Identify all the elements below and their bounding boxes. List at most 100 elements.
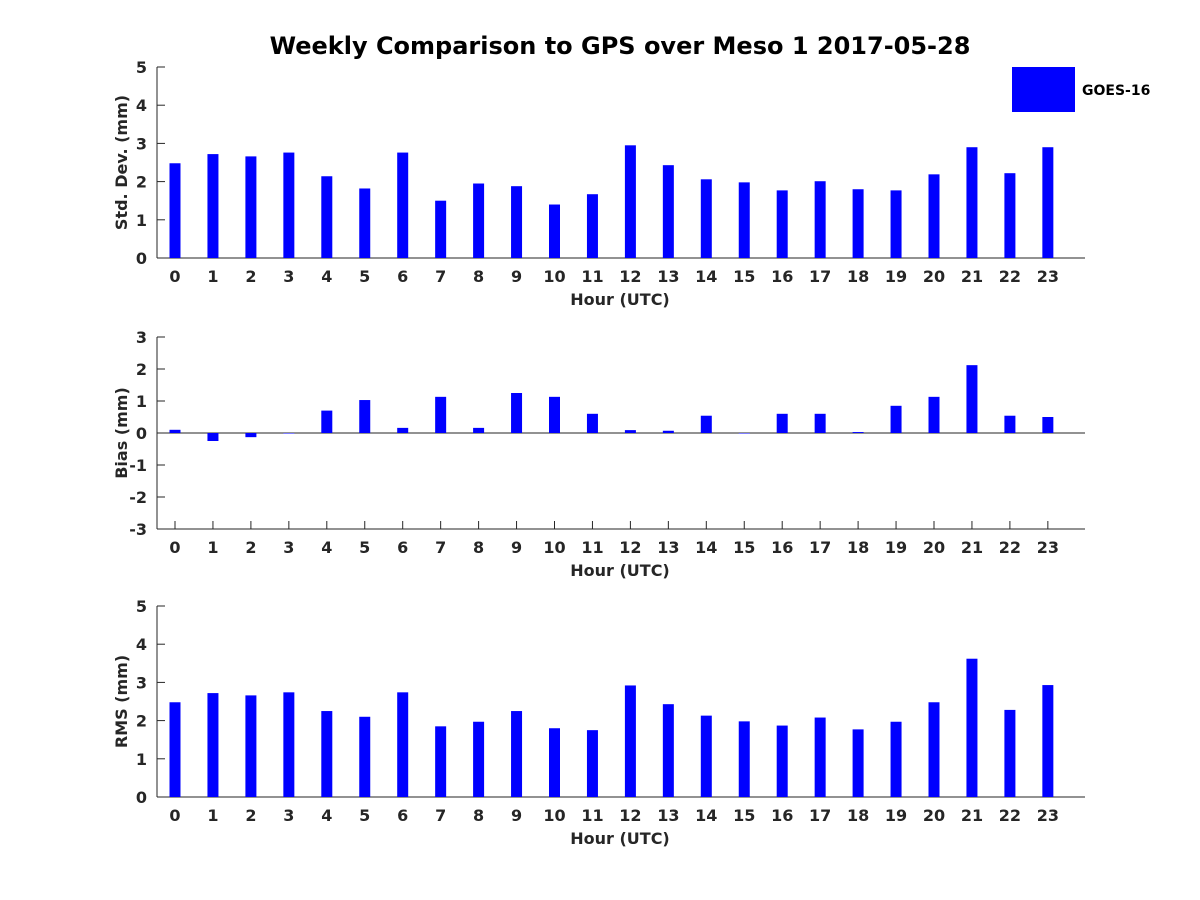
y-tick-label: 5 <box>136 597 147 616</box>
bar-rms-hour-14 <box>700 715 712 797</box>
bar-std-dev-hour-7 <box>435 200 447 258</box>
x-tick-label: 8 <box>473 538 484 557</box>
x-axis-label: Hour (UTC) <box>570 829 670 848</box>
y-tick-label: 5 <box>136 58 147 77</box>
x-tick-label: 2 <box>245 806 256 825</box>
y-tick-label: 1 <box>136 392 147 411</box>
x-tick-label: 22 <box>999 538 1021 557</box>
y-tick-label: 0 <box>136 249 147 268</box>
bar-std-dev-hour-0 <box>169 163 181 258</box>
bar-rms-hour-18 <box>852 729 864 797</box>
x-tick-label: 9 <box>511 267 522 286</box>
x-tick-label: 9 <box>511 806 522 825</box>
legend: GOES-16 <box>1012 67 1150 112</box>
chart-title: Weekly Comparison to GPS over Meso 1 201… <box>270 32 971 60</box>
bar-std-dev-hour-17 <box>814 181 826 258</box>
x-tick-label: 10 <box>543 267 565 286</box>
bar-bias-hour-10 <box>549 396 560 433</box>
x-tick-label: 18 <box>847 538 869 557</box>
bar-std-dev-hour-3 <box>283 152 295 258</box>
x-tick-label: 18 <box>847 267 869 286</box>
bar-rms-hour-19 <box>890 721 902 797</box>
x-tick-label: 16 <box>771 538 793 557</box>
x-tick-label: 22 <box>999 806 1021 825</box>
bar-bias-hour-6 <box>397 427 409 433</box>
bar-rms-hour-7 <box>435 726 447 797</box>
x-tick-label: 8 <box>473 267 484 286</box>
bar-rms-hour-0 <box>169 702 181 797</box>
bar-bias-hour-1 <box>207 433 219 441</box>
x-tick-label: 1 <box>207 538 218 557</box>
y-tick-label: -2 <box>129 488 147 507</box>
bar-rms-hour-22 <box>1004 709 1016 797</box>
x-tick-label: 1 <box>207 267 218 286</box>
x-tick-label: 0 <box>169 538 180 557</box>
x-tick-label: 12 <box>619 538 641 557</box>
y-tick-label: 4 <box>136 635 147 654</box>
bar-rms-hour-1 <box>207 693 219 797</box>
x-tick-label: 14 <box>695 267 717 286</box>
bar-bias-hour-14 <box>700 415 712 433</box>
bar-rms-hour-4 <box>321 711 333 797</box>
bar-rms-hour-15 <box>738 721 750 797</box>
bar-std-dev-hour-13 <box>662 165 674 258</box>
y-tick-label: -3 <box>129 520 147 539</box>
bar-rms-hour-8 <box>473 721 485 797</box>
bar-rms-hour-23 <box>1042 685 1054 797</box>
x-tick-label: 6 <box>397 267 408 286</box>
x-tick-label: 4 <box>321 538 332 557</box>
x-tick-label: 10 <box>543 806 565 825</box>
bar-std-dev-hour-21 <box>966 147 978 258</box>
x-tick-label: 13 <box>657 806 679 825</box>
x-tick-label: 17 <box>809 538 831 557</box>
bar-std-dev-hour-19 <box>890 190 902 258</box>
bar-std-dev-hour-16 <box>776 190 788 258</box>
x-tick-label: 9 <box>511 538 522 557</box>
bar-rms-hour-16 <box>776 725 788 797</box>
x-tick-label: 20 <box>923 538 945 557</box>
bar-std-dev-hour-1 <box>207 154 219 258</box>
legend-label-goes16: GOES-16 <box>1082 83 1150 99</box>
bar-bias-hour-12 <box>624 430 636 433</box>
x-tick-label: 21 <box>961 806 983 825</box>
bar-rms-hour-2 <box>245 695 257 797</box>
x-tick-label: 21 <box>961 538 983 557</box>
bar-bias-hour-18 <box>852 432 864 433</box>
x-tick-label: 12 <box>619 267 641 286</box>
bar-bias-hour-8 <box>473 427 485 433</box>
bar-bias-hour-3 <box>283 433 295 434</box>
bar-bias-hour-9 <box>511 393 523 433</box>
bar-std-dev-hour-14 <box>700 179 712 258</box>
x-tick-label: 12 <box>619 806 641 825</box>
bar-rms-hour-6 <box>397 692 409 797</box>
y-tick-label: 2 <box>136 360 147 379</box>
bar-std-dev-hour-10 <box>549 204 560 258</box>
bar-bias-hour-21 <box>966 365 978 433</box>
x-tick-label: 17 <box>809 267 831 286</box>
x-tick-label: 3 <box>283 806 294 825</box>
x-tick-label: 20 <box>923 267 945 286</box>
bar-std-dev-hour-9 <box>511 186 523 258</box>
x-tick-label: 5 <box>359 806 370 825</box>
y-tick-label: 3 <box>136 673 147 692</box>
legend-swatch-goes16 <box>1012 67 1075 112</box>
x-tick-label: 11 <box>581 806 603 825</box>
bar-std-dev-hour-22 <box>1004 173 1016 258</box>
x-axis-label: Hour (UTC) <box>570 290 670 309</box>
x-tick-label: 4 <box>321 267 332 286</box>
bar-std-dev-hour-8 <box>473 183 485 258</box>
x-tick-label: 6 <box>397 538 408 557</box>
y-tick-label: 3 <box>136 328 147 347</box>
x-tick-label: 1 <box>207 806 218 825</box>
x-tick-label: 13 <box>657 538 679 557</box>
bar-rms-hour-21 <box>966 658 978 797</box>
bar-std-dev-hour-11 <box>586 194 598 258</box>
x-tick-label: 5 <box>359 267 370 286</box>
x-tick-label: 5 <box>359 538 370 557</box>
bar-bias-hour-22 <box>1004 415 1016 433</box>
x-tick-label: 23 <box>1037 267 1059 286</box>
bar-rms-hour-3 <box>283 692 295 797</box>
bar-rms-hour-11 <box>586 730 598 797</box>
bar-bias-hour-17 <box>814 413 826 433</box>
